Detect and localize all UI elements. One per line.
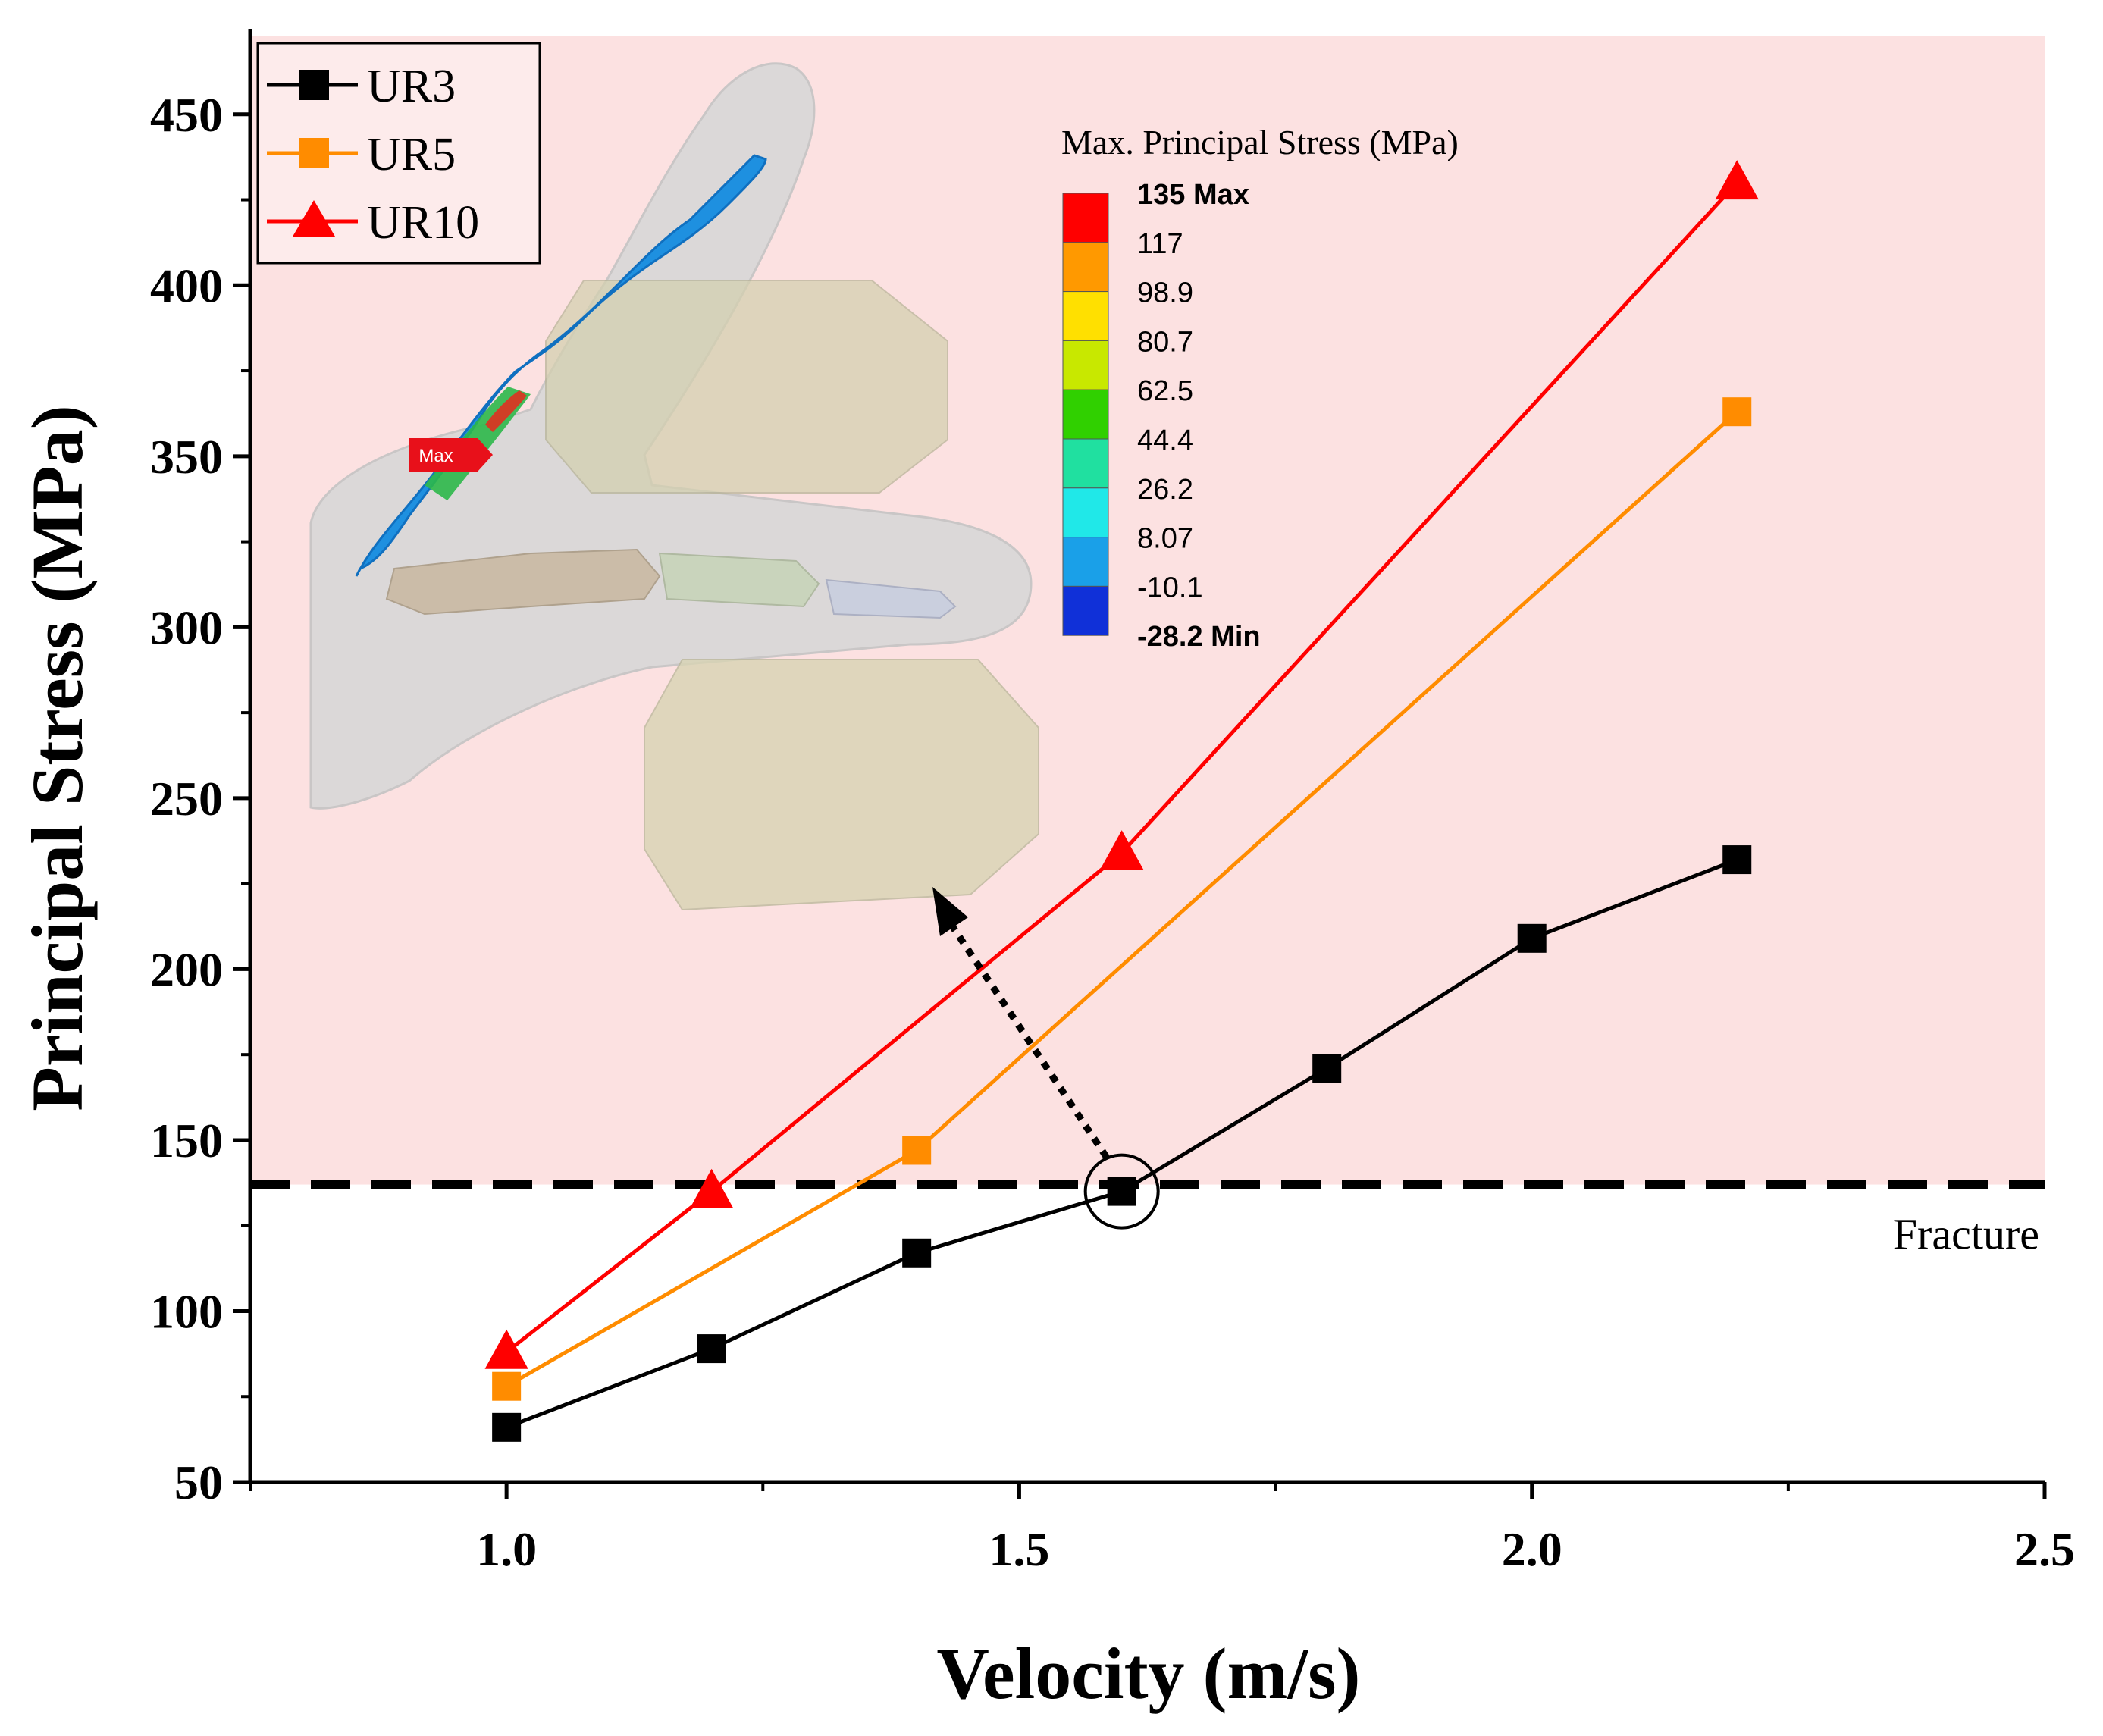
data-point-ur3 [492, 1412, 522, 1442]
colorbar-label: 135 Max [1137, 179, 1249, 211]
axes: 50 100 150 200 250 300 350 400 450 1.0 1.5 2.0 2.5 [150, 29, 2075, 1576]
data-point-ur3 [1722, 845, 1752, 875]
x-tick-label: 2.5 [2014, 1522, 2075, 1576]
max-tag: Max [409, 438, 493, 472]
finger-bone-middle [658, 552, 820, 608]
y-tick-label: 400 [150, 259, 223, 312]
colorbar-swatch [1062, 537, 1109, 587]
x-tick-label: 1.0 [476, 1522, 537, 1576]
data-point-ur3 [902, 1238, 932, 1268]
data-point-ur10 [1715, 160, 1759, 200]
series-layer [484, 160, 1759, 1442]
fe-model-inset: Max [309, 62, 1039, 911]
legend: UR3 UR5 UR10 [256, 42, 541, 265]
legend-marker [293, 200, 335, 237]
data-point-ur5 [1722, 397, 1752, 427]
colorbar-swatch [1062, 193, 1109, 243]
y-tick-label: 350 [150, 430, 223, 484]
colorbar-swatch [1062, 242, 1109, 293]
legend-label: UR5 [367, 129, 456, 180]
data-point-ur10 [484, 1329, 528, 1369]
lower-cylinder [644, 659, 1039, 911]
y-tick-label: 150 [150, 1114, 223, 1167]
upper-cylinder [545, 280, 948, 494]
series-ur5 [492, 397, 1752, 1401]
y-tick-label: 300 [150, 600, 223, 654]
colorbar-title: Max. Principal Stress (MPa) [1061, 123, 1459, 161]
y-tick-label: 200 [150, 942, 223, 996]
x-ticks: 1.0 1.5 2.0 2.5 [249, 1482, 2075, 1576]
data-point-ur10 [1100, 830, 1144, 870]
finger-bone-distal [825, 578, 957, 619]
series-line-ur10 [505, 181, 1739, 1354]
data-point-ur10 [690, 1168, 734, 1208]
x-axis-title: Velocity (m/s) [937, 1633, 1361, 1714]
x-tick-label: 2.0 [1502, 1522, 1562, 1576]
colorbar-label: 80.7 [1137, 326, 1193, 358]
colorbar: Max. Principal Stress (MPa) 135 Max 117 98… [1061, 123, 1459, 653]
colorbar-swatch [1062, 438, 1109, 489]
colorbar-label: -28.2 Min [1137, 621, 1261, 653]
y-tick-label: 450 [150, 88, 223, 142]
dotted-arrow-line [948, 923, 1110, 1160]
legend-marker [299, 138, 329, 168]
stressed-bone [355, 154, 767, 577]
y-tick-label: 100 [150, 1284, 223, 1338]
series-ur3 [492, 845, 1752, 1442]
colorbar-label: 98.9 [1137, 277, 1193, 309]
colorbar-label: 62.5 [1137, 375, 1193, 407]
colorbar-swatch [1062, 585, 1109, 636]
data-point-ur3 [697, 1334, 726, 1364]
colorbar-label: 117 [1137, 228, 1183, 260]
legend-label: UR3 [367, 61, 456, 112]
legend-marker [299, 70, 329, 100]
colorbar-swatch [1062, 389, 1109, 440]
data-point-ur3 [1107, 1177, 1136, 1206]
series-ur10 [484, 160, 1759, 1369]
colorbar-label: 44.4 [1137, 425, 1193, 456]
arrow-head [932, 887, 968, 936]
colorbar-labels: 135 Max 117 98.9 80.7 62.5 44.4 26.2 8.07 -10.1 -… [1137, 179, 1261, 653]
colorbar-label: 8.07 [1137, 523, 1193, 555]
data-point-ur3 [1312, 1054, 1342, 1083]
y-tick-label: 250 [150, 772, 223, 826]
colorbar-swatch [1062, 340, 1109, 390]
legend-items: UR3 UR5 UR10 [267, 61, 479, 249]
colorbar-label: -10.1 [1137, 572, 1203, 603]
y-tick-label: 50 [174, 1456, 223, 1509]
finger-bone-proximal [385, 548, 661, 616]
colorbar-swatches [1062, 193, 1109, 636]
data-point-ur5 [492, 1371, 522, 1401]
data-point-ur5 [902, 1136, 932, 1165]
highlight-circle [1083, 1153, 1160, 1230]
max-tag-label: Max [418, 446, 453, 466]
colorbar-swatch [1062, 291, 1109, 341]
colorbar-swatch [1062, 487, 1109, 538]
colorbar-label: 26.2 [1137, 474, 1193, 506]
legend-label: UR10 [367, 197, 479, 249]
highlight-annotation [932, 887, 1160, 1230]
data-point-ur3 [1517, 923, 1547, 953]
stressed-bone-peak [485, 390, 527, 432]
y-ticks: 50 100 150 200 250 300 350 400 450 [150, 88, 250, 1509]
y-axis-title: Principal Stress (MPa) [17, 405, 98, 1111]
fracture-label: Fracture [1893, 1210, 2039, 1259]
max-tag-shape [409, 438, 493, 472]
x-tick-label: 1.5 [989, 1522, 1049, 1576]
